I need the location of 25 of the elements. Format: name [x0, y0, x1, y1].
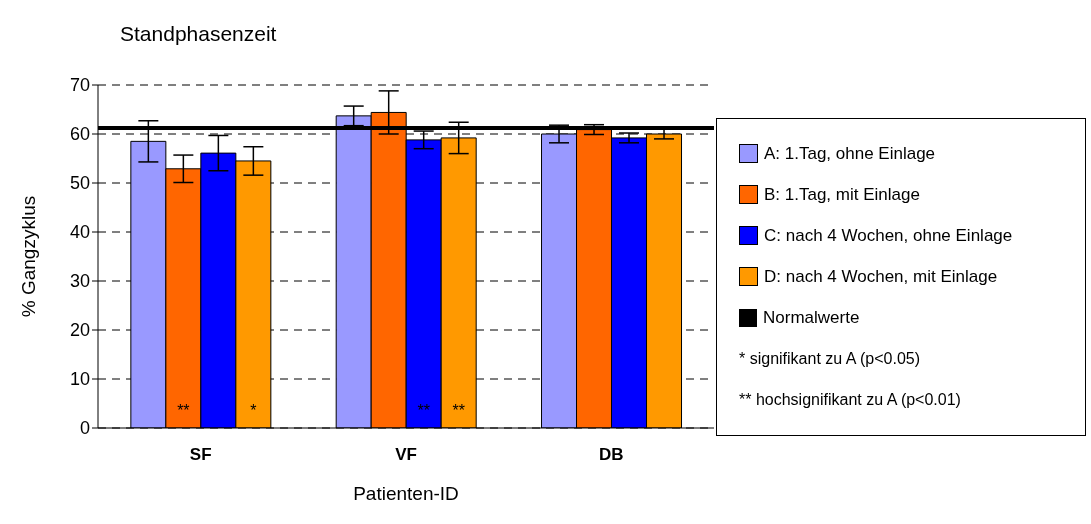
- y-tick-label: 50: [69, 173, 90, 194]
- legend-label: Normalwerte: [763, 307, 860, 328]
- data-label: **: [417, 402, 430, 419]
- x-tick-label: VF: [395, 445, 417, 465]
- chart-title: Standphasenzeit: [120, 22, 277, 46]
- legend-label: A: 1.Tag, ohne Einlage: [764, 143, 936, 164]
- legend-label: B: 1.Tag, mit Einlage: [764, 184, 920, 205]
- data-label: **: [177, 402, 190, 419]
- y-tick-label: 30: [69, 271, 90, 292]
- y-tick-label: 0: [79, 418, 90, 439]
- y-tick-label: 60: [69, 124, 90, 145]
- x-tick-label: SF: [189, 445, 212, 465]
- legend-label: D: nach 4 Wochen, mit Einlage: [764, 266, 998, 287]
- y-tick-label: 20: [69, 320, 90, 341]
- x-tick-label: DB: [599, 445, 624, 465]
- y-tick-label: 70: [69, 75, 90, 96]
- y-tick-label: 40: [69, 222, 90, 243]
- x-axis-title: Patienten-ID: [353, 483, 459, 504]
- y-axis-title: % Gangzyklus: [17, 195, 39, 318]
- text: * signifikant zu A (p<0.05): [739, 348, 921, 369]
- data-label: **: [452, 402, 465, 419]
- text: ** hochsignifikant zu A (p<0.01): [739, 389, 962, 410]
- y-tick-label: 10: [69, 369, 90, 390]
- legend-label: C: nach 4 Wochen, ohne Einlage: [764, 225, 1013, 246]
- data-label: *: [250, 402, 257, 419]
